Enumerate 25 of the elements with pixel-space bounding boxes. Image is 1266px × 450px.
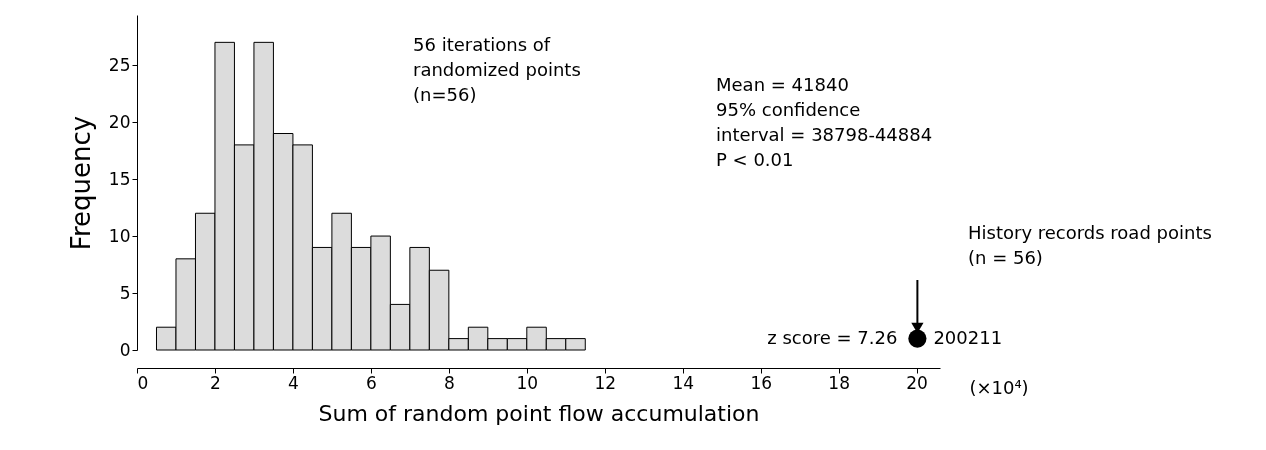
text: (×10⁴) <box>969 377 1029 398</box>
x-tick-label: 16 <box>750 372 773 393</box>
x-tick-label: 2 <box>210 372 221 393</box>
x-tick-label: 12 <box>594 372 617 393</box>
text: History records road points (n = 56) <box>968 222 1212 268</box>
x-tick-label: 14 <box>672 372 695 393</box>
y-tick-label: 10 <box>108 225 131 246</box>
x-tick-label: 20 <box>906 372 928 393</box>
annotation: Mean = 41840 95% confidence interval = 38798-44884 P < 0.01 <box>716 74 933 170</box>
annotation: z score = 7.26 <box>767 326 898 348</box>
annotation: 200211 <box>933 326 1003 348</box>
y-axis-title: Frequency <box>65 115 96 251</box>
y-tick-label: 25 <box>108 54 131 75</box>
annotation: 56 iterations of randomized points (n=56) <box>413 34 581 105</box>
x-tick-label: 10 <box>516 372 539 393</box>
x-tick-label: 8 <box>443 372 455 393</box>
y-tick-label: 15 <box>108 168 131 189</box>
x-tick-label: 4 <box>288 372 299 393</box>
y-tick-label: 20 <box>108 111 131 132</box>
y-tick-label: 0 <box>119 339 131 360</box>
x-tick-label: 18 <box>828 372 850 393</box>
x-axis-title: Sum of random point flow accumulation <box>318 400 760 426</box>
x-tick-label: 0 <box>137 372 149 393</box>
x-tick-label: 6 <box>365 372 377 393</box>
y-tick-label: 5 <box>119 282 131 303</box>
